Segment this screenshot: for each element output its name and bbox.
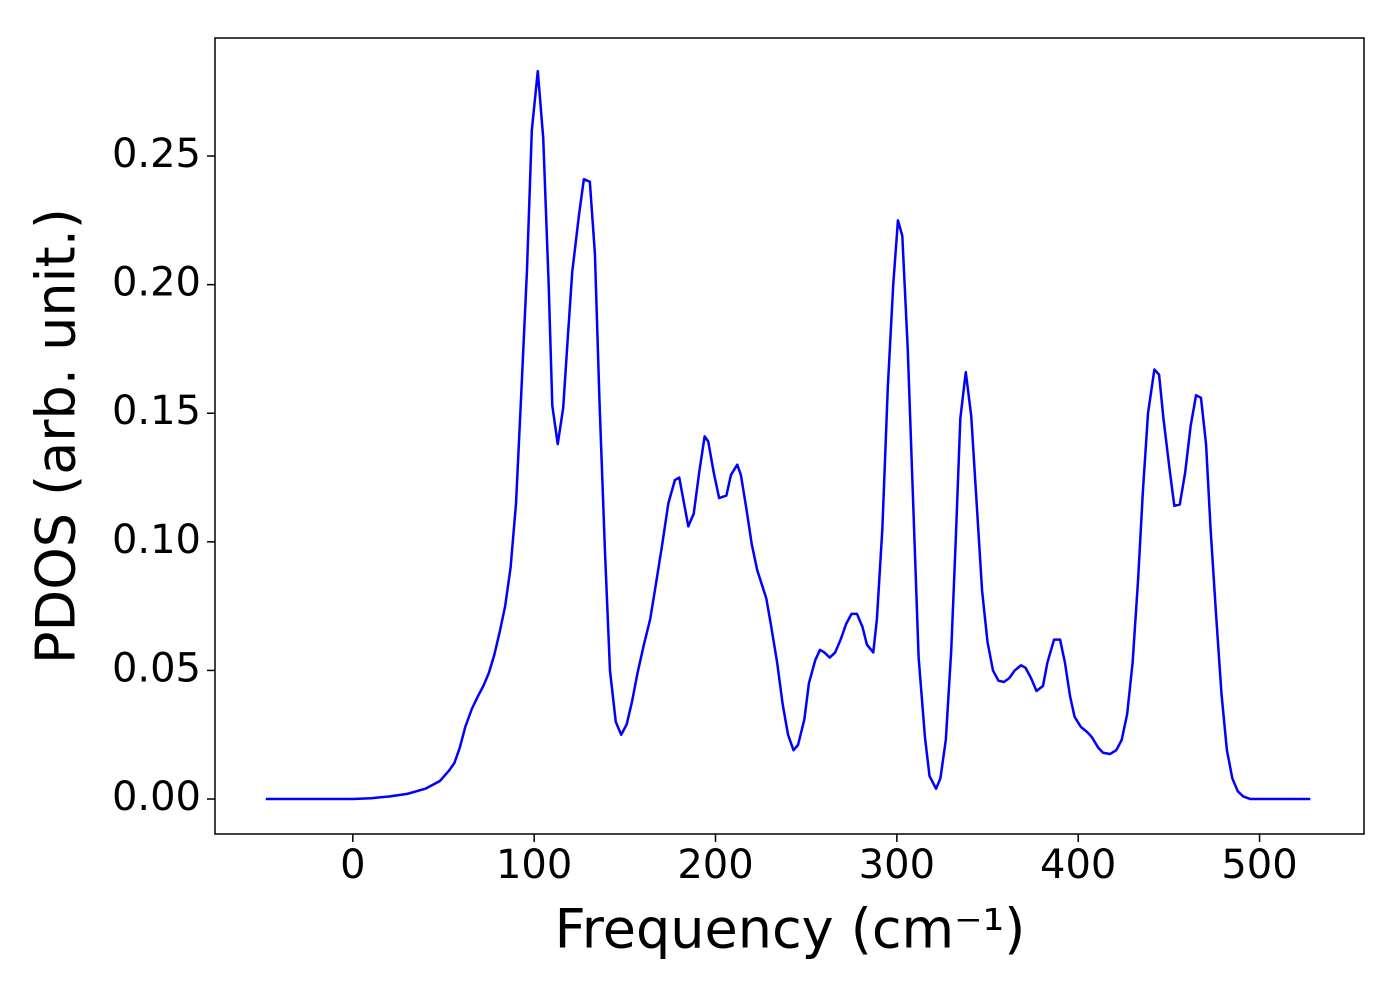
y-tick-label: 0.25 xyxy=(112,131,201,177)
x-tick-label: 0 xyxy=(340,842,365,888)
x-axis-label: Frequency (cm⁻¹) xyxy=(555,898,1026,961)
x-tick-label: 400 xyxy=(1040,842,1116,888)
x-tick-label: 300 xyxy=(859,842,935,888)
plot-frame xyxy=(214,37,1365,835)
y-tick-label: 0.20 xyxy=(112,260,201,306)
data-line xyxy=(265,69,1311,801)
x-tick-label: 100 xyxy=(496,842,572,888)
x-tick-label: 500 xyxy=(1221,842,1297,888)
y-tick-label: 0.05 xyxy=(112,645,201,691)
x-tick-label: 200 xyxy=(677,842,753,888)
y-tick-label: 0.10 xyxy=(112,517,201,563)
y-tick-label: 0.15 xyxy=(112,388,201,434)
y-tick-label: 0.00 xyxy=(112,774,201,820)
y-axis-label: PDOS (arb. unit.) xyxy=(25,208,88,664)
